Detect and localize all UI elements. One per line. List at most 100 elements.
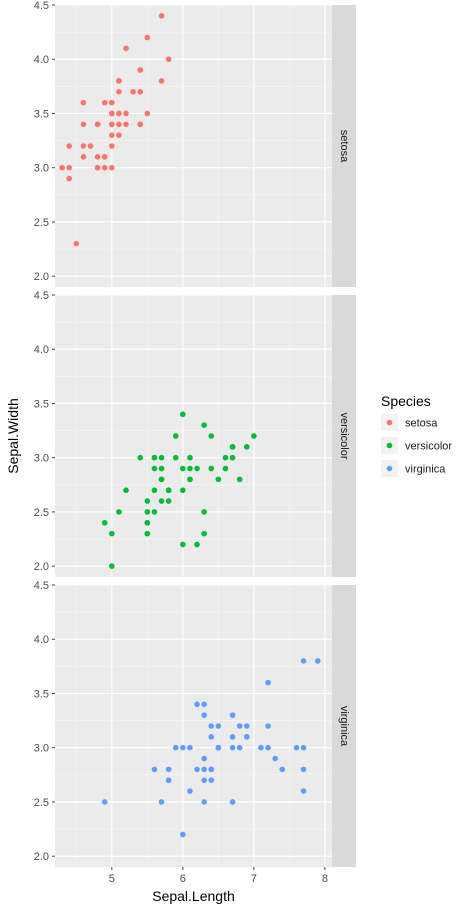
legend-key-setosa: [386, 419, 393, 426]
x-axis-title: Sepal.Length: [152, 888, 235, 904]
data-point-virginica: [201, 777, 207, 784]
data-point-versicolor: [158, 454, 165, 461]
x-tick-label: 7: [251, 873, 257, 885]
data-point-setosa: [158, 78, 165, 84]
legend-label-virginica: virginica: [405, 464, 446, 476]
y-tick-label: 2.0: [34, 851, 49, 863]
data-point-virginica: [201, 712, 207, 718]
facet-strip-label: virginica: [338, 706, 350, 747]
data-point-setosa: [66, 143, 73, 149]
data-point-virginica: [265, 679, 271, 686]
legend: Species setosa versicolor virginica: [381, 393, 452, 477]
y-tick-label: 3.5: [34, 398, 49, 410]
data-point-virginica: [208, 766, 215, 773]
data-point-setosa: [94, 121, 101, 128]
y-tick-label: 4.0: [34, 54, 49, 66]
panel-background: [55, 585, 332, 867]
y-tick-label: 2.5: [34, 217, 49, 229]
data-point-setosa: [158, 13, 165, 19]
data-point-virginica: [208, 734, 215, 740]
legend-label-versicolor: versicolor: [405, 441, 452, 453]
legend-key-virginica: [386, 465, 393, 472]
data-point-setosa: [80, 99, 87, 106]
legend-key-versicolor: [386, 442, 393, 449]
facet-strip: [332, 295, 356, 577]
data-point-virginica: [236, 744, 243, 751]
data-point-versicolor: [158, 465, 165, 472]
y-tick-label: 4.5: [34, 290, 49, 302]
data-point-versicolor: [109, 530, 115, 537]
data-point-virginica: [229, 734, 236, 740]
data-point-versicolor: [144, 509, 151, 515]
data-point-versicolor: [222, 454, 229, 461]
data-point-virginica: [265, 723, 271, 729]
data-point-virginica: [279, 766, 286, 773]
data-point-versicolor: [180, 411, 186, 418]
data-point-setosa: [116, 132, 122, 138]
y-tick-label: 2.5: [34, 797, 49, 809]
data-point-versicolor: [222, 465, 229, 472]
data-point-versicolor: [208, 465, 215, 472]
data-point-versicolor: [229, 454, 236, 461]
data-point-virginica: [243, 723, 250, 729]
data-point-versicolor: [151, 487, 158, 494]
data-point-setosa: [101, 154, 108, 160]
data-point-setosa: [116, 110, 122, 117]
y-tick-label: 4.0: [34, 634, 49, 646]
data-point-virginica: [215, 744, 222, 751]
facet-panel-virginica: 2.0 2.5 3.0 3.5 4.0 4.5 virginica: [34, 580, 356, 867]
data-point-setosa: [123, 45, 129, 52]
panel-background: [55, 5, 332, 287]
data-point-setosa: [144, 110, 151, 117]
data-point-setosa: [109, 164, 115, 171]
data-point-versicolor: [101, 519, 108, 526]
data-point-setosa: [116, 88, 122, 95]
data-point-versicolor: [109, 563, 115, 569]
facet-strip: [332, 585, 356, 867]
data-point-setosa: [66, 175, 73, 182]
data-point-virginica: [300, 658, 307, 664]
legend-title: Species: [381, 393, 431, 409]
data-point-setosa: [101, 164, 108, 171]
data-point-setosa: [87, 143, 94, 149]
data-point-virginica: [187, 788, 193, 794]
data-point-setosa: [80, 121, 87, 128]
data-point-virginica: [243, 734, 250, 740]
data-point-versicolor: [243, 444, 250, 450]
data-point-setosa: [80, 154, 87, 160]
data-point-virginica: [194, 766, 200, 773]
data-point-setosa: [144, 34, 151, 41]
data-point-setosa: [116, 78, 122, 84]
data-point-versicolor: [187, 465, 193, 472]
data-point-versicolor: [187, 454, 193, 461]
data-point-virginica: [180, 744, 186, 751]
data-point-virginica: [187, 744, 193, 751]
data-point-virginica: [208, 777, 215, 784]
data-point-virginica: [265, 744, 271, 751]
data-point-versicolor: [172, 454, 179, 461]
data-point-virginica: [215, 723, 222, 729]
data-point-virginica: [229, 744, 236, 751]
data-point-versicolor: [236, 476, 243, 483]
data-point-setosa: [137, 67, 144, 73]
data-point-versicolor: [137, 454, 144, 461]
data-point-virginica: [201, 766, 207, 773]
data-point-virginica: [229, 712, 236, 718]
data-point-versicolor: [180, 541, 186, 548]
data-point-versicolor: [229, 444, 236, 450]
data-point-versicolor: [165, 498, 172, 504]
y-tick-label: 3.0: [34, 163, 49, 175]
data-point-setosa: [137, 88, 144, 95]
data-point-virginica: [201, 799, 207, 805]
data-point-setosa: [109, 132, 115, 138]
data-point-setosa: [109, 99, 115, 106]
data-point-setosa: [94, 164, 101, 171]
data-point-virginica: [101, 799, 108, 805]
data-point-versicolor: [180, 465, 186, 472]
data-point-versicolor: [151, 465, 158, 472]
data-point-versicolor: [123, 487, 129, 494]
facet-panel-versicolor: 2.0 2.5 3.0 3.5 4.0 4.5 versicolor: [34, 290, 356, 577]
data-point-setosa: [137, 121, 144, 128]
data-point-virginica: [201, 755, 207, 762]
